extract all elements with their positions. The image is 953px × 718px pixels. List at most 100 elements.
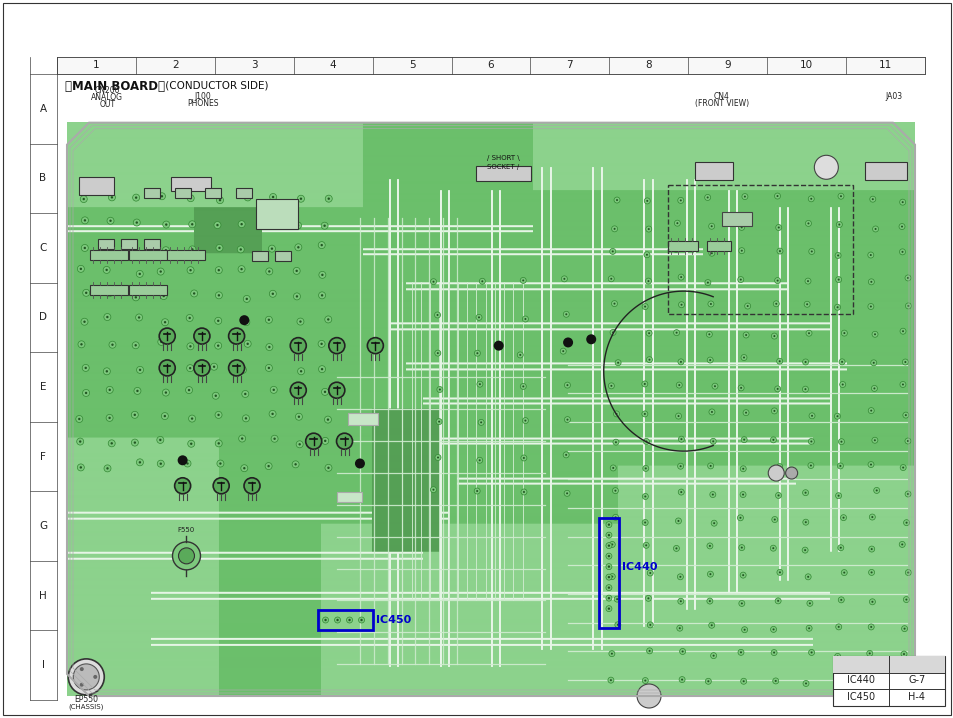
Circle shape	[476, 314, 481, 320]
Circle shape	[872, 362, 874, 364]
Circle shape	[297, 195, 304, 202]
Circle shape	[186, 462, 189, 465]
Circle shape	[710, 411, 712, 413]
Text: J100: J100	[194, 92, 211, 101]
Circle shape	[294, 293, 300, 300]
Circle shape	[611, 226, 617, 232]
Bar	[598, 518, 618, 628]
Circle shape	[767, 465, 783, 481]
Circle shape	[69, 659, 104, 695]
Circle shape	[906, 305, 908, 307]
Circle shape	[647, 597, 649, 600]
Circle shape	[841, 517, 843, 518]
Circle shape	[103, 266, 110, 274]
Circle shape	[706, 543, 712, 549]
Circle shape	[355, 459, 365, 468]
Circle shape	[711, 493, 713, 495]
Circle shape	[605, 606, 611, 612]
Bar	[832, 656, 944, 673]
Circle shape	[109, 194, 115, 201]
Circle shape	[295, 270, 297, 272]
Circle shape	[837, 463, 842, 469]
Bar	[57, 57, 924, 74]
Circle shape	[476, 381, 482, 387]
Circle shape	[106, 269, 108, 271]
Circle shape	[367, 337, 383, 354]
Circle shape	[559, 348, 566, 354]
Circle shape	[839, 546, 841, 549]
Circle shape	[219, 462, 221, 465]
Circle shape	[740, 627, 747, 633]
Circle shape	[432, 281, 434, 283]
Circle shape	[873, 333, 875, 335]
Circle shape	[835, 276, 841, 283]
Circle shape	[138, 317, 140, 319]
Circle shape	[163, 365, 165, 368]
Circle shape	[177, 455, 188, 465]
Circle shape	[773, 335, 775, 337]
Circle shape	[739, 517, 740, 519]
Circle shape	[647, 622, 653, 628]
Text: E: E	[40, 382, 46, 392]
Circle shape	[108, 292, 111, 294]
Circle shape	[869, 409, 871, 411]
Circle shape	[291, 388, 298, 396]
Circle shape	[772, 651, 774, 653]
Circle shape	[773, 518, 775, 521]
Circle shape	[806, 576, 808, 578]
Circle shape	[647, 332, 649, 334]
Circle shape	[744, 411, 746, 414]
Circle shape	[899, 249, 904, 255]
Circle shape	[214, 395, 216, 397]
Circle shape	[215, 292, 222, 299]
Circle shape	[265, 316, 273, 323]
Circle shape	[216, 460, 224, 467]
Circle shape	[771, 516, 777, 523]
Circle shape	[777, 495, 779, 496]
Circle shape	[869, 305, 871, 307]
Circle shape	[709, 492, 715, 498]
Circle shape	[838, 439, 843, 444]
Circle shape	[80, 195, 87, 202]
Circle shape	[607, 576, 610, 578]
Text: SOCKET /: SOCKET /	[487, 164, 519, 170]
Circle shape	[229, 328, 244, 344]
Circle shape	[708, 223, 714, 229]
Circle shape	[870, 601, 873, 603]
Circle shape	[241, 369, 244, 371]
Circle shape	[836, 415, 838, 417]
Circle shape	[298, 346, 300, 348]
Circle shape	[738, 544, 744, 551]
Circle shape	[562, 337, 573, 348]
Circle shape	[807, 196, 814, 202]
Circle shape	[296, 318, 304, 325]
Circle shape	[776, 569, 782, 575]
Circle shape	[189, 415, 195, 422]
Circle shape	[866, 676, 872, 683]
Circle shape	[133, 388, 141, 394]
Circle shape	[904, 522, 906, 523]
Circle shape	[870, 516, 872, 518]
Circle shape	[190, 197, 192, 200]
Circle shape	[803, 549, 805, 551]
Bar	[171, 177, 211, 191]
Circle shape	[775, 598, 781, 604]
Circle shape	[676, 382, 681, 388]
Circle shape	[704, 279, 710, 286]
Circle shape	[295, 441, 303, 448]
Circle shape	[678, 302, 684, 308]
Circle shape	[870, 572, 872, 574]
Circle shape	[517, 352, 522, 358]
Circle shape	[835, 493, 841, 499]
Text: I: I	[42, 661, 45, 670]
Circle shape	[474, 350, 480, 356]
Circle shape	[188, 440, 194, 447]
Circle shape	[292, 461, 299, 468]
Bar	[721, 212, 752, 226]
Circle shape	[712, 440, 714, 442]
Circle shape	[73, 664, 99, 690]
Circle shape	[774, 193, 780, 199]
Circle shape	[519, 277, 526, 284]
Circle shape	[839, 381, 844, 388]
Circle shape	[318, 271, 326, 279]
